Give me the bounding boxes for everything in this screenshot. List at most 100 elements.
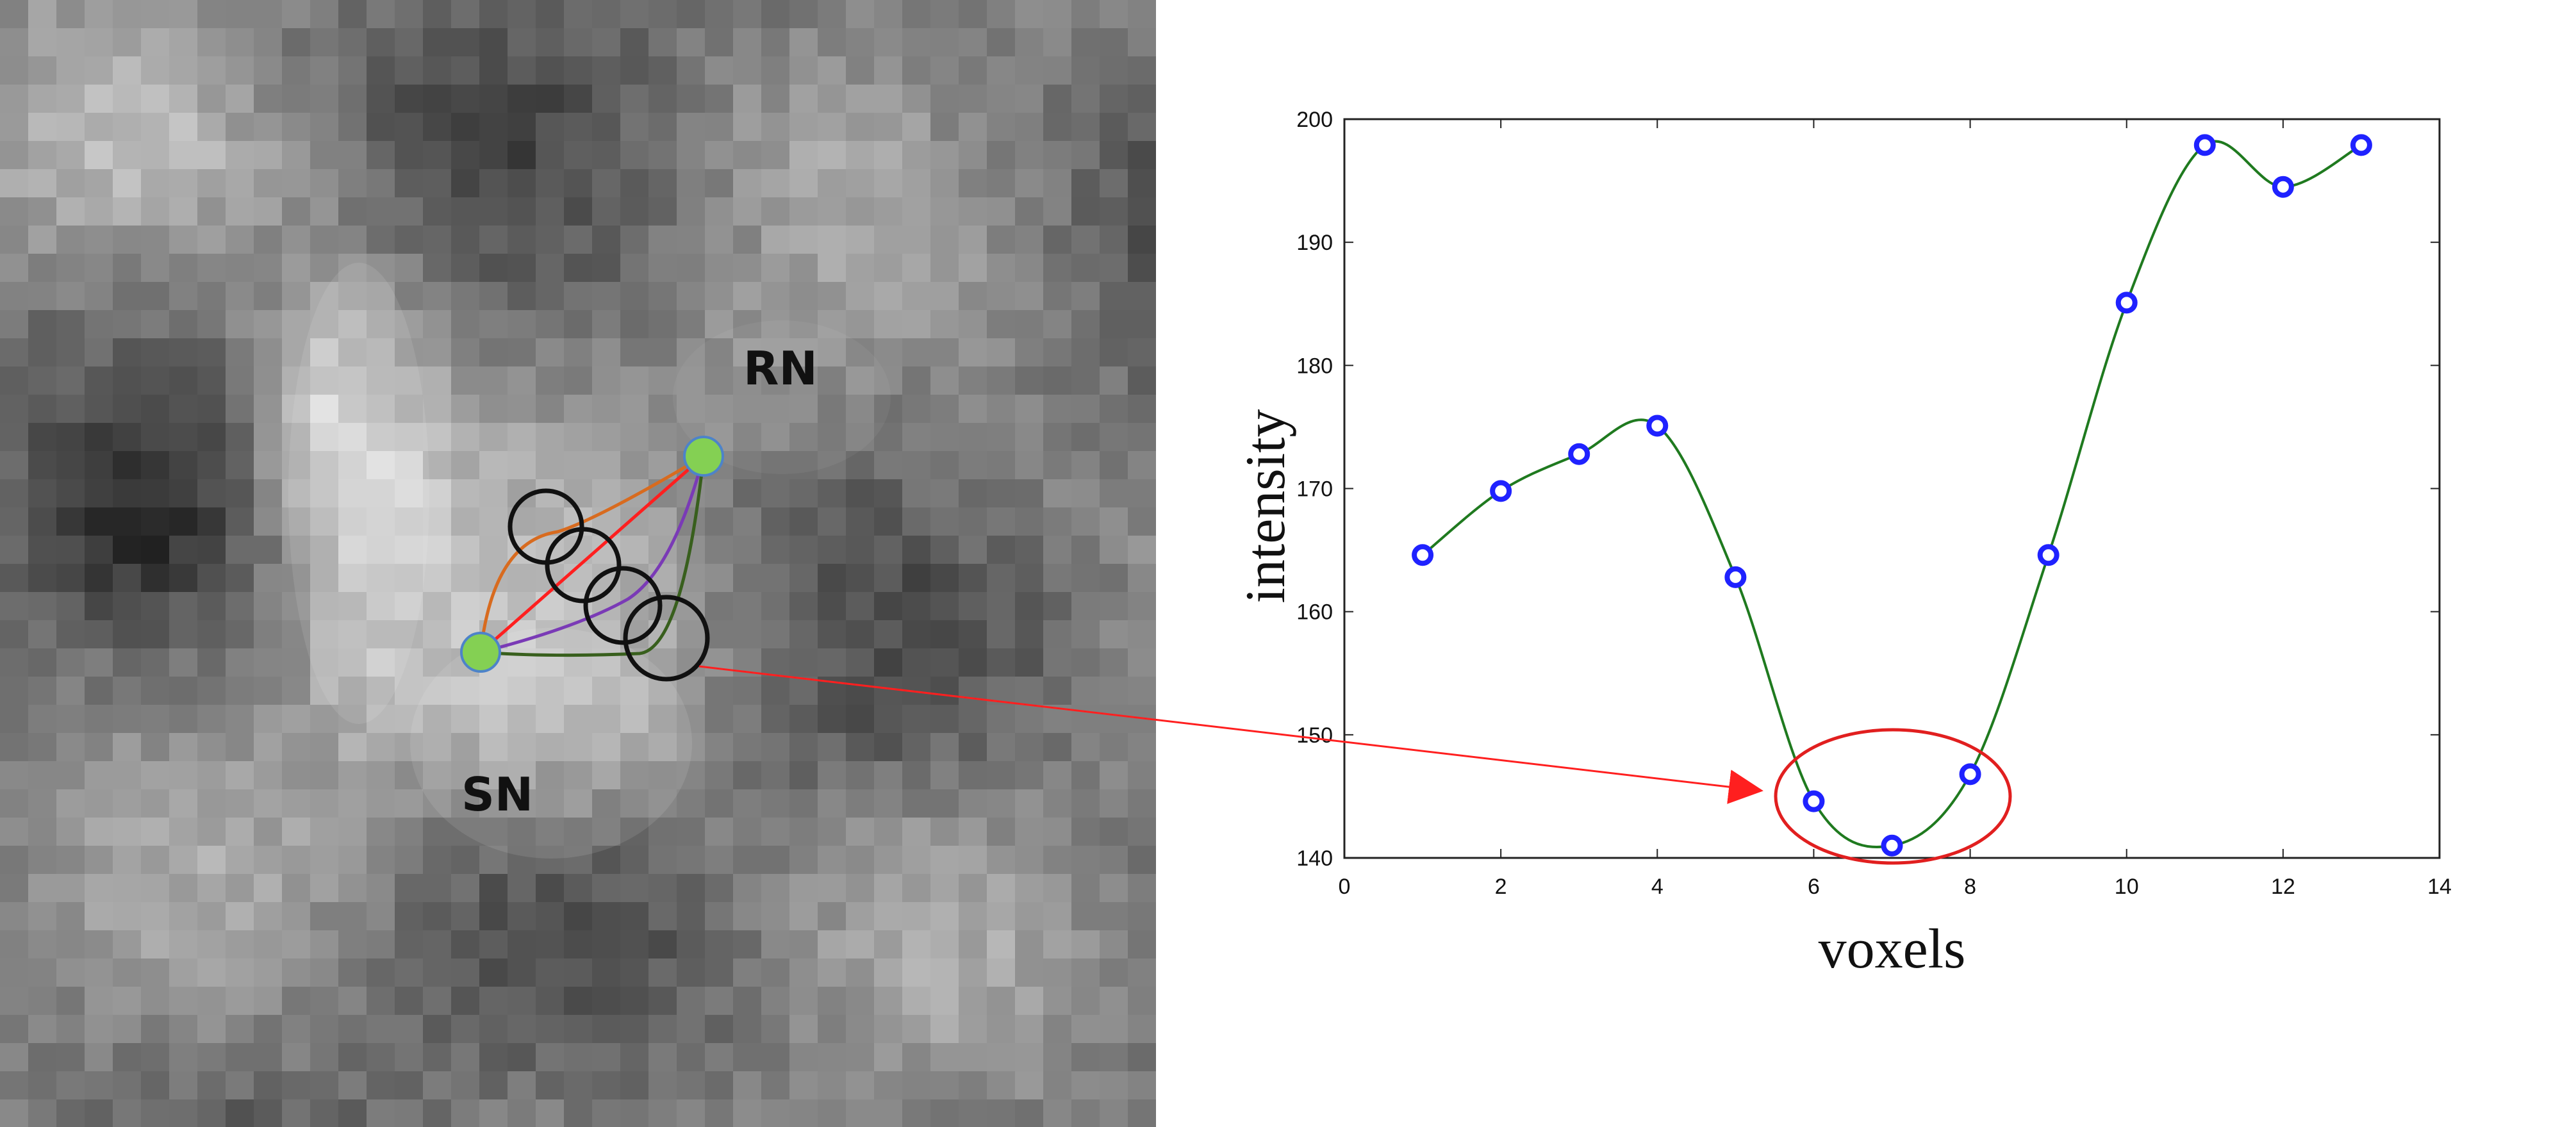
mri-pixel [282,987,310,1015]
mri-pixel [310,0,338,28]
mri-pixel [113,705,141,733]
mri-pixel [479,395,508,423]
mri-pixel [479,169,508,197]
mri-pixel [282,648,310,677]
mri-pixel [282,789,310,818]
mri-pixel [1043,958,1071,987]
mri-pixel [282,0,310,28]
mri-pixel [733,987,761,1015]
mri-pixel [113,564,141,592]
mri-pixel [85,310,113,338]
mri-pixel [508,254,536,282]
mri-pixel [789,564,818,592]
mri-pixel [705,789,733,818]
mri-pixel [338,479,367,507]
mri-pixel [226,423,254,451]
mri-pixel [338,874,367,902]
mri-pixel [423,648,451,677]
mri-pixel [1100,592,1128,620]
mri-pixel [479,1099,508,1127]
mri-pixel [564,1071,592,1099]
mri-pixel [536,451,564,479]
mri-pixel [592,28,620,56]
mri-pixel [479,1043,508,1071]
mri-pixel [28,789,56,818]
mri-pixel [1015,507,1043,536]
mri-pixel [85,28,113,56]
mri-pixel [846,338,874,366]
mri-pixel [818,141,846,169]
mri-pixel [310,958,338,987]
mri-pixel [705,113,733,141]
mri-pixel [874,451,902,479]
mri-pixel [987,958,1015,987]
mri-pixel [761,789,789,818]
mri-pixel [818,310,846,338]
mri-pixel [1015,1099,1043,1127]
mri-pixel [761,733,789,761]
mri-pixel [395,902,423,930]
mri-pixel [141,846,169,874]
mri-pixel [592,254,620,282]
mri-pixel [536,56,564,85]
mri-pixel [761,282,789,310]
mri-pixel [226,789,254,818]
mri-pixel [677,818,705,846]
mri-pixel [959,1015,987,1043]
mri-pixel [0,620,28,648]
mri-pixel [733,141,761,169]
mri-pixel [648,789,677,818]
mri-pixel [930,310,959,338]
mri-pixel [761,1071,789,1099]
mri-pixel [789,338,818,366]
mri-pixel [789,113,818,141]
mri-pixel [85,620,113,648]
mri-pixel [1071,564,1100,592]
mri-pixel [338,113,367,141]
mri-pixel [818,169,846,197]
mri-pixel [959,338,987,366]
mri-pixel [338,592,367,620]
mri-pixel [536,733,564,761]
mri-pixel [451,987,479,1015]
mri-pixel [620,930,648,958]
mri-pixel [367,958,395,987]
mri-pixel [141,338,169,366]
mri-pixel [338,197,367,226]
mri-pixel [85,1043,113,1071]
mri-pixel [818,1099,846,1127]
mri-pixel [677,902,705,930]
purple-tract-path [480,456,706,654]
mri-pixel [226,761,254,789]
mri-pixel [1043,254,1071,282]
mri-pixel [56,479,85,507]
mri-pixel [1015,0,1043,28]
mri-pixel [1071,451,1100,479]
mri-pixel [451,1071,479,1099]
mri-pixel [310,733,338,761]
mri-pixel [508,310,536,338]
mri-pixel [310,282,338,310]
mri-pixel [113,620,141,648]
mri-pixel [902,338,930,366]
mri-pixel [1043,733,1071,761]
mri-pixel [733,592,761,620]
mri-pixel [705,958,733,987]
mri-pixel [310,507,338,536]
mri-pixel [902,592,930,620]
mri-pixel [1043,85,1071,113]
mri-pixel [846,197,874,226]
mri-pixel [705,930,733,958]
x-tick-label: 2 [1495,875,1507,899]
mri-pixel [536,789,564,818]
mri-pixel [451,507,479,536]
mri-pixel [197,789,226,818]
mri-pixel [310,141,338,169]
mri-pixel [874,536,902,564]
mri-pixel [677,141,705,169]
mri-pixel [282,761,310,789]
mri-pixel [226,987,254,1015]
mri-pixel [1100,930,1128,958]
mri-pixel [113,338,141,366]
mri-pixel [1043,846,1071,874]
